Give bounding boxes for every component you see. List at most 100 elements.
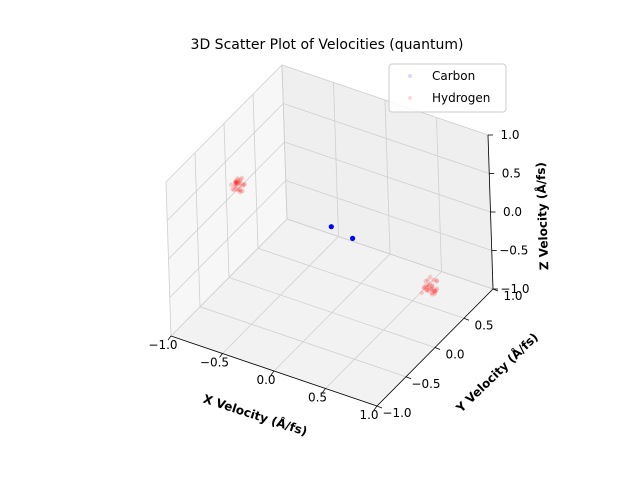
point-hydrogen (234, 181, 239, 186)
x-tick-mark (219, 353, 223, 358)
point-hydrogen (429, 290, 434, 296)
y-tick-mark (376, 405, 383, 409)
grid-back-z (283, 103, 490, 174)
point-hydrogen (430, 286, 435, 291)
point-hydrogen (424, 288, 429, 293)
point-hydrogen (235, 188, 241, 193)
legend-marker-hydrogen (408, 96, 412, 100)
point-hydrogen (238, 179, 243, 184)
point-hydrogen (234, 180, 239, 185)
point-hydrogen (233, 179, 238, 185)
point-hydrogen (434, 286, 440, 291)
z-tick-label: −1.0 (500, 282, 529, 296)
x-tick-mark (373, 405, 378, 411)
grid-left-z (165, 64, 283, 183)
legend-label-hydrogen: Hydrogen (432, 91, 490, 105)
point-hydrogen (432, 291, 438, 296)
axes-ticks: −1.0 −1.0 −1.0 −0.5 −0.5 −0.5 0.0 0.0 0.0 0.5 0.5 0… (148, 128, 529, 422)
y-tick-mark (434, 347, 441, 350)
legend-marker-carbon (408, 74, 412, 78)
x-tick-mark (322, 388, 326, 393)
grid-left-y (252, 94, 259, 249)
point-hydrogen (239, 175, 245, 181)
point-hydrogen (429, 287, 434, 292)
grid-back-z (284, 141, 491, 213)
point-hydrogen (233, 179, 239, 184)
point-hydrogen (231, 187, 237, 193)
point-hydrogen (425, 282, 431, 288)
point-hydrogen (430, 284, 435, 289)
point-carbon (328, 224, 334, 230)
grid-floor-y (228, 277, 436, 348)
axes-grid (165, 64, 494, 407)
point-hydrogen (233, 181, 238, 186)
point-hydrogen (240, 183, 246, 188)
point-hydrogen (432, 289, 437, 294)
point-hydrogen (421, 285, 427, 290)
z-tick-label: 0.0 (503, 205, 522, 219)
y-tick-label: 0.5 (474, 318, 493, 332)
point-hydrogen (432, 289, 437, 294)
point-hydrogen (230, 186, 235, 192)
point-carbon (350, 235, 356, 241)
x-tick-label: 0.0 (256, 373, 275, 387)
point-hydrogen (235, 177, 241, 183)
point-hydrogen (233, 179, 238, 185)
legend-frame (388, 63, 507, 113)
x-tick-mark (167, 335, 172, 341)
point-hydrogen (237, 187, 242, 192)
point-hydrogen (422, 285, 427, 291)
point-hydrogen (238, 177, 243, 182)
legend-label-carbon: Carbon (432, 69, 475, 83)
z-tick-label: 0.5 (502, 167, 521, 181)
grid-floor-y (286, 218, 494, 290)
point-hydrogen (430, 292, 435, 297)
point-hydrogen (241, 182, 246, 187)
y-tick-label: −1.0 (382, 406, 411, 420)
y-tick-label: 1.0 (503, 289, 522, 303)
y-tick-label: −0.5 (411, 377, 440, 391)
point-hydrogen (425, 277, 430, 283)
point-hydrogen (229, 182, 234, 187)
point-hydrogen (434, 278, 439, 283)
point-hydrogen (242, 182, 247, 187)
point-hydrogen (232, 184, 237, 189)
x-tick-label: −1.0 (148, 338, 177, 352)
point-hydrogen (240, 188, 245, 194)
grid-left-y (281, 64, 288, 220)
y-tick-mark (463, 317, 470, 321)
point-hydrogen (432, 288, 437, 293)
point-hydrogen (424, 287, 430, 293)
x-tick-label: 0.5 (308, 391, 327, 405)
point-hydrogen (233, 183, 239, 189)
z-tick-label: −0.5 (499, 244, 528, 258)
point-hydrogen (428, 274, 433, 280)
point-hydrogen (235, 180, 241, 185)
y-tick-mark (405, 376, 412, 380)
y-tick-mark (492, 288, 499, 292)
z-tick-label: 1.0 (500, 128, 519, 142)
point-hydrogen (428, 287, 433, 292)
point-hydrogen (434, 279, 439, 284)
point-hydrogen (235, 176, 240, 181)
point-hydrogen (426, 289, 431, 294)
grid-back-z (281, 64, 489, 136)
point-hydrogen (434, 288, 439, 293)
grid-left-z (168, 141, 285, 260)
point-hydrogen (238, 183, 243, 189)
point-hydrogen (234, 181, 239, 187)
point-hydrogen (426, 285, 432, 290)
point-hydrogen (238, 190, 243, 195)
x-tick-label: 1.0 (359, 408, 378, 422)
point-hydrogen (425, 285, 430, 290)
point-hydrogen (427, 281, 432, 286)
grid-left-z (166, 103, 284, 221)
y-axis-label: Y Velocity (Å/fs) (452, 329, 541, 415)
point-hydrogen (237, 180, 243, 185)
point-hydrogen (423, 279, 428, 284)
z-axis-label: Z Velocity (Å/fs) (533, 162, 552, 270)
point-hydrogen (429, 283, 435, 288)
grid-floor-y (257, 247, 465, 319)
point-hydrogen (419, 290, 424, 295)
